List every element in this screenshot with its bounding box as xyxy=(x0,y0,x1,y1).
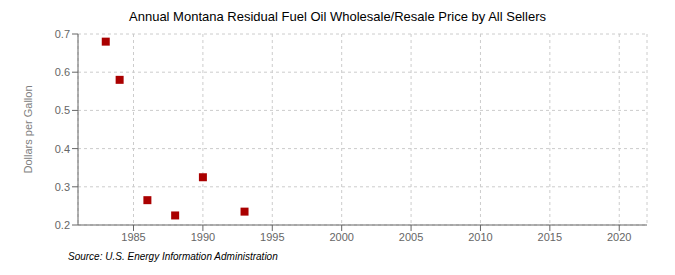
svg-text:2005: 2005 xyxy=(399,231,423,243)
svg-text:0.2: 0.2 xyxy=(55,219,70,231)
svg-text:0.4: 0.4 xyxy=(55,143,70,155)
svg-text:0.6: 0.6 xyxy=(55,66,70,78)
svg-text:2000: 2000 xyxy=(329,231,353,243)
svg-text:1990: 1990 xyxy=(191,231,215,243)
svg-text:0.3: 0.3 xyxy=(55,181,70,193)
svg-text:1985: 1985 xyxy=(121,231,145,243)
html-text:Annual Montana Residual Fuel O: Annual Montana Residual Fuel Oil Wholesa… xyxy=(129,9,546,24)
svg-text:0.5: 0.5 xyxy=(55,104,70,116)
svg-text:Dollars per Gallon: Dollars per Gallon xyxy=(22,85,34,173)
svg-text:1995: 1995 xyxy=(260,231,284,243)
svg-text:2020: 2020 xyxy=(607,231,631,243)
svg-text:2010: 2010 xyxy=(468,231,492,243)
html-text:Source: U.S. Energy Informatio: Source: U.S. Energy Information Administ… xyxy=(68,251,278,262)
svg-text:0.7: 0.7 xyxy=(55,28,70,40)
svg-text:2015: 2015 xyxy=(538,231,562,243)
